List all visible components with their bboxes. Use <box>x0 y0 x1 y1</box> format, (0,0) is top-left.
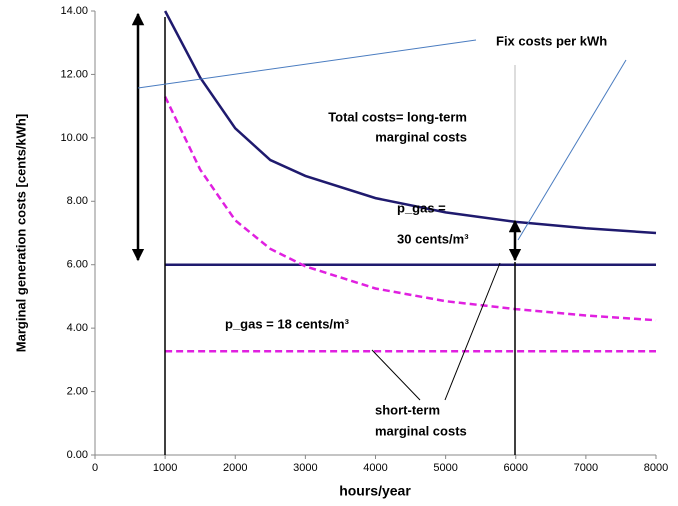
leader-line <box>444 262 501 401</box>
annotation: marginal costs <box>375 129 467 144</box>
x-tick-label: 7000 <box>574 462 598 474</box>
y-tick-label: 14.00 <box>60 5 88 17</box>
leader-line <box>371 349 421 401</box>
x-tick-label: 8000 <box>644 462 668 474</box>
annotation: marginal costs <box>375 423 467 438</box>
x-axis-title: hours/year <box>339 483 411 499</box>
y-tick-label: 6.00 <box>67 259 88 271</box>
series-line <box>163 96 657 322</box>
annotation: short-term <box>375 402 440 417</box>
y-tick-label: 12.00 <box>60 68 88 80</box>
y-tick-label: 4.00 <box>67 322 88 334</box>
x-tick-label: 5000 <box>433 462 457 474</box>
y-tick-label: 0.00 <box>67 449 88 461</box>
y-tick-label: 2.00 <box>67 385 88 397</box>
annotation: Fix costs per kWh <box>496 33 607 48</box>
y-axis-title: Marginal generation costs [cents/kWh] <box>13 114 28 352</box>
annotation: Total costs= long-term <box>328 109 467 124</box>
x-tick-label: 0 <box>92 462 98 474</box>
x-tick-label: 1000 <box>153 462 177 474</box>
x-tick-label: 4000 <box>363 462 387 474</box>
x-tick-label: 2000 <box>223 462 247 474</box>
y-tick-label: 8.00 <box>67 195 88 207</box>
leader-line <box>517 59 627 241</box>
annotation: p_gas = 18 cents/m³ <box>225 316 350 331</box>
annotation: 30 cents/m³ <box>397 231 469 246</box>
leader-line <box>137 39 477 89</box>
x-tick-label: 6000 <box>504 462 528 474</box>
series-line <box>164 10 657 235</box>
x-tick-label: 3000 <box>293 462 317 474</box>
y-tick-label: 10.00 <box>60 132 88 144</box>
annotation: p_gas = <box>397 200 446 215</box>
